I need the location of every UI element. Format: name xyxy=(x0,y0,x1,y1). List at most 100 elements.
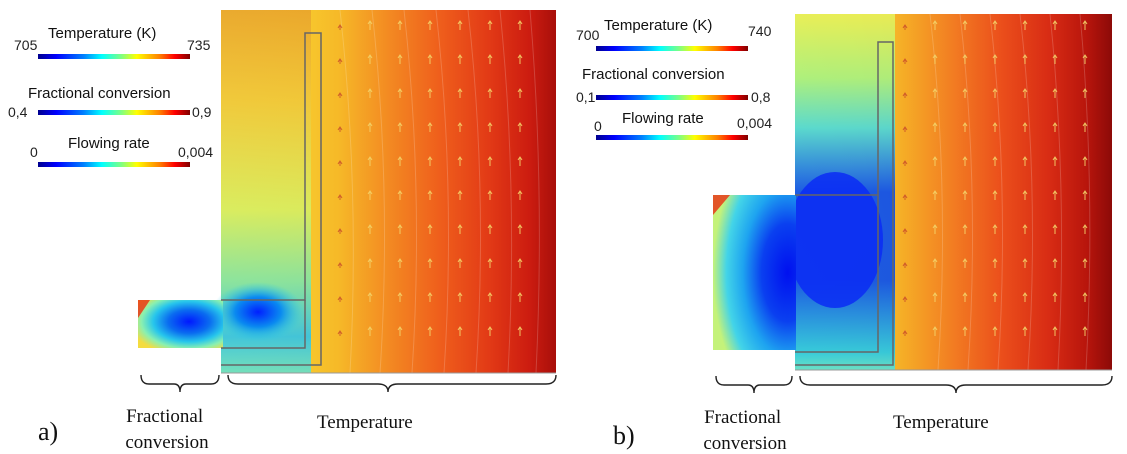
legend-temperature-title: Temperature (K) xyxy=(48,25,156,42)
flow-arrow xyxy=(1022,122,1028,132)
flow-arrow xyxy=(487,88,493,98)
flow-arrow xyxy=(427,190,433,200)
flow-arrow xyxy=(962,258,968,268)
colorbar-flow xyxy=(38,162,190,167)
legend-flow-title: Flowing rate xyxy=(68,135,150,152)
flow-arrow xyxy=(992,292,998,302)
caption-conversion-a: Fractional conversion xyxy=(125,406,209,453)
flow-arrow xyxy=(397,156,403,166)
flow-arrow xyxy=(1082,54,1088,64)
flow-arrow xyxy=(337,58,343,64)
flow-arrow xyxy=(902,160,908,166)
flow-arrow xyxy=(902,24,908,30)
flow-arrow xyxy=(457,88,463,98)
flow-arrow xyxy=(517,122,523,132)
flow-arrow xyxy=(397,122,403,132)
flow-arrow xyxy=(367,190,373,200)
brace-conversion xyxy=(715,375,793,394)
flow-arrow xyxy=(1082,88,1088,98)
caption-temperature-b: Temperature xyxy=(893,412,989,433)
flow-arrow xyxy=(932,292,938,302)
flow-arrow xyxy=(1022,292,1028,302)
legend-flow-max: 0,004 xyxy=(737,115,772,131)
legend-temperature-max: 740 xyxy=(748,23,772,39)
legend-conversion-title: Fractional conversion xyxy=(582,66,725,83)
legend-flow-title: Flowing rate xyxy=(622,110,704,127)
flow-arrow xyxy=(902,194,908,200)
flow-arrow xyxy=(397,190,403,200)
flow-arrow xyxy=(1052,54,1058,64)
flow-arrow xyxy=(962,54,968,64)
flow-arrow xyxy=(427,20,433,30)
flow-arrow xyxy=(367,258,373,268)
flow-arrow xyxy=(992,326,998,336)
flow-arrow xyxy=(932,258,938,268)
flow-arrow xyxy=(992,88,998,98)
flow-arrow xyxy=(487,20,493,30)
flow-arrow xyxy=(992,224,998,234)
flow-arrow xyxy=(457,258,463,268)
flow-arrow xyxy=(517,156,523,166)
flow-arrow xyxy=(517,190,523,200)
flow-arrow xyxy=(932,190,938,200)
flow-arrow xyxy=(932,326,938,336)
flow-arrow xyxy=(427,156,433,166)
flow-arrow xyxy=(1022,156,1028,166)
flow-arrow xyxy=(397,224,403,234)
conversion-block xyxy=(713,195,796,350)
legend-conversion-min: 0,1 xyxy=(576,89,596,105)
flow-arrow xyxy=(517,292,523,302)
flow-arrow xyxy=(962,156,968,166)
flow-arrow xyxy=(1052,156,1058,166)
flow-arrow xyxy=(1022,54,1028,64)
geometry-outline xyxy=(795,41,894,366)
flow-arrow xyxy=(427,54,433,64)
legend-conversion: Fractional conversion 0,1 0,8 xyxy=(576,66,771,105)
flow-arrow xyxy=(397,326,403,336)
flow-arrow xyxy=(932,122,938,132)
flow-arrow xyxy=(902,126,908,132)
flow-arrow xyxy=(337,24,343,30)
flow-arrow xyxy=(517,88,523,98)
flow-arrow xyxy=(457,54,463,64)
flow-arrow xyxy=(1022,20,1028,30)
cold-zone xyxy=(787,172,883,308)
flow-arrow xyxy=(962,122,968,132)
flow-arrow xyxy=(1022,326,1028,336)
legend-conversion-max: 0,9 xyxy=(192,104,212,120)
flow-arrow xyxy=(1082,156,1088,166)
flow-arrow xyxy=(517,258,523,268)
flow-arrow xyxy=(397,292,403,302)
flow-arrow xyxy=(337,160,343,166)
flow-arrow xyxy=(962,292,968,302)
flow-arrow xyxy=(517,224,523,234)
flow-arrow xyxy=(427,122,433,132)
flow-arrow xyxy=(337,194,343,200)
colorbar-temperature xyxy=(596,46,748,51)
flow-arrow xyxy=(397,54,403,64)
flow-arrow xyxy=(397,258,403,268)
brace-conversion xyxy=(140,374,220,393)
flow-arrow xyxy=(367,292,373,302)
flow-arrow xyxy=(1022,258,1028,268)
flow-arrow xyxy=(1052,88,1058,98)
flow-arrow xyxy=(487,258,493,268)
flow-arrow xyxy=(487,54,493,64)
flow-arrow xyxy=(1052,292,1058,302)
flow-arrow xyxy=(1082,326,1088,336)
flow-arrow xyxy=(367,156,373,166)
flow-arrow xyxy=(367,224,373,234)
flow-arrow xyxy=(367,88,373,98)
flow-arrow xyxy=(1082,224,1088,234)
cold-zone xyxy=(212,282,304,342)
flow-arrow xyxy=(992,156,998,166)
flow-arrow xyxy=(427,224,433,234)
colorbar-conversion xyxy=(38,110,190,115)
panel-label-b: b) xyxy=(613,421,635,450)
flow-arrow xyxy=(337,92,343,98)
flow-arrow xyxy=(457,292,463,302)
legend-conversion-title: Fractional conversion xyxy=(28,85,171,102)
flow-arrow xyxy=(337,262,343,268)
flow-arrow xyxy=(487,190,493,200)
flow-arrow xyxy=(487,156,493,166)
